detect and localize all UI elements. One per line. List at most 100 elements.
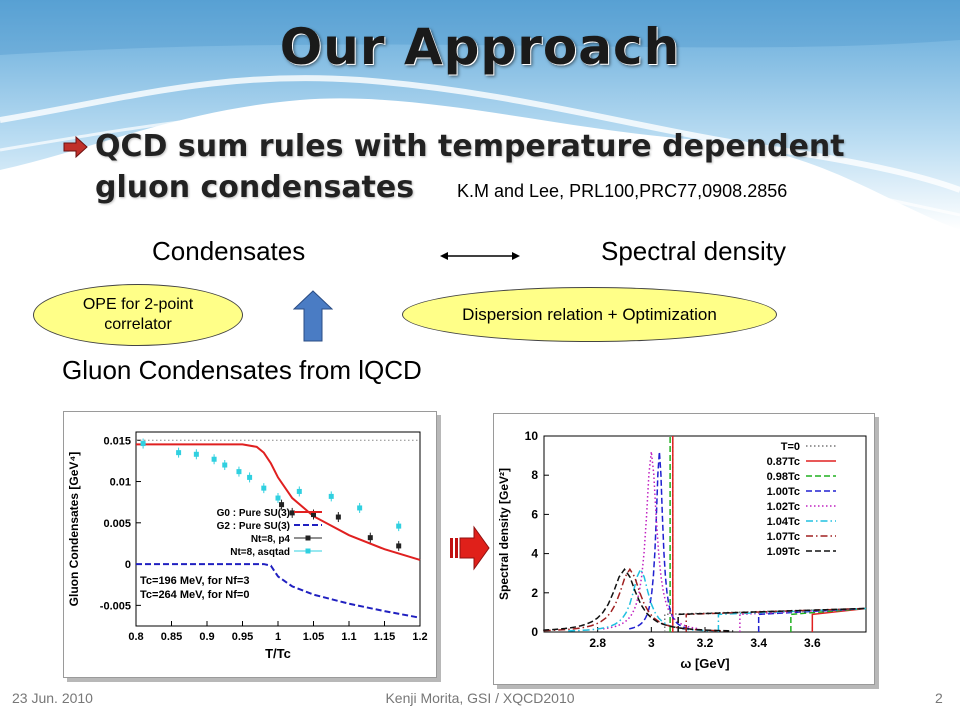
data-point — [176, 450, 182, 456]
y-tick-label: -0.005 — [100, 600, 131, 612]
plot-area — [543, 435, 867, 633]
legend-label: Nt=8, p4 — [251, 534, 291, 545]
x-tick-label: 1.05 — [303, 631, 324, 643]
data-point — [296, 488, 302, 494]
spectral-density-plot: 2.8 3 3.2 3.4 3.6 0 2 4 6 8 10 ω [GeV] Spectral dens… — [493, 413, 875, 685]
y-tick-label: 10 — [525, 429, 539, 443]
y-axis-label: Spectral density [GeV²] — [497, 468, 511, 600]
spectral-density-chart: 2.8 3 3.2 3.4 3.6 0 2 4 6 8 10 ω [GeV] Spectral dens… — [497, 429, 867, 671]
footer-author: Kenji Morita, GSI / XQCD2010 — [385, 690, 575, 706]
annotation: Tc=196 MeV, for Nf=3 — [140, 575, 249, 587]
ope-line-1: OPE for 2-point — [82, 296, 194, 313]
data-point — [289, 510, 295, 516]
legend-label: 1.00Tc — [767, 486, 800, 498]
x-tick-label: 0.9 — [199, 631, 214, 643]
x-tick-label: 1.2 — [412, 631, 427, 643]
data-point — [261, 485, 267, 491]
gluon-condensate-plot: 0.8 0.85 0.9 0.95 1 1.05 1.1 1.15 1.2 -0.005 0 0.00… — [63, 411, 437, 678]
y-tick-label: 2 — [531, 586, 538, 600]
x-tick-label: 3.2 — [697, 636, 714, 650]
legend-label: 1.07Tc — [767, 531, 800, 543]
legend-marker — [305, 535, 311, 541]
y-tick-label: 0.01 — [110, 477, 131, 489]
y-tick-label: 0 — [125, 559, 131, 571]
y-tick-label: 8 — [531, 468, 538, 482]
data-point — [211, 456, 217, 462]
legend-label: G2 : Pure SU(3) — [217, 521, 290, 532]
y-tick-label: 0.005 — [103, 518, 131, 530]
series-line-0 — [136, 443, 421, 561]
data-point — [140, 441, 146, 447]
legend-label: 0.98Tc — [767, 471, 800, 483]
legend-label: 0.87Tc — [767, 456, 800, 468]
x-tick-label: 1.1 — [341, 631, 356, 643]
bullet-arrow-icon — [63, 135, 88, 159]
series-peak-3 — [629, 451, 690, 630]
series-continuum-6 — [685, 607, 867, 632]
legend-label: 1.09Tc — [767, 546, 800, 558]
legend-marker — [305, 548, 311, 554]
footer-date: 23 Jun. 2010 — [12, 690, 93, 706]
x-tick-label: 1.15 — [374, 631, 395, 643]
data-point — [311, 512, 316, 518]
condensates-label: Condensates — [152, 236, 306, 266]
data-point — [367, 535, 373, 541]
dispersion-ellipse: Dispersion relation + Optimization — [402, 287, 777, 342]
series-peak-5 — [568, 567, 714, 632]
legend-label: 1.02Tc — [767, 501, 800, 513]
gluon-condensates-label: Gluon Condensates from lQCD — [62, 355, 422, 385]
series-peak-6 — [543, 567, 727, 632]
up-arrow-icon — [293, 290, 333, 342]
x-tick-label: 3.4 — [750, 636, 767, 650]
y-axis-label: Gluon Condensates [GeV⁴] — [67, 452, 81, 607]
series-continuum-2 — [790, 607, 867, 632]
red-arrow-icon — [450, 525, 490, 571]
x-tick-label: 2.8 — [589, 636, 606, 650]
dispersion-label: Dispersion relation + Optimization — [462, 304, 717, 324]
reference-text: K.M and Lee, PRL100,PRC77,0908.2856 — [455, 181, 790, 202]
data-point — [275, 495, 281, 501]
data-point — [396, 543, 402, 549]
x-axis-label: ω [GeV] — [680, 656, 729, 671]
series-continuum-3 — [757, 607, 867, 632]
ope-line-2: correlator — [104, 316, 172, 333]
series-peak-7 — [543, 567, 734, 632]
y-tick-label: 0 — [531, 625, 538, 639]
y-tick-label: 0.015 — [103, 435, 131, 447]
bullet-line-1: QCD sum rules with temperature dependent — [95, 129, 845, 164]
data-point — [279, 502, 285, 508]
annotation: Tc=264 MeV, for Nf=0 — [140, 589, 249, 601]
data-point — [396, 523, 402, 529]
slide-title: Our Approach — [279, 18, 681, 76]
spectral-density-label: Spectral density — [601, 236, 786, 266]
page-number: 2 — [935, 690, 943, 706]
ope-ellipse: OPE for 2-point correlator — [33, 284, 243, 346]
x-axis-label: T/Tc — [265, 646, 291, 661]
series-peak-4 — [602, 451, 700, 630]
x-tick-label: 0.85 — [161, 631, 182, 643]
legend-label: 1.04Tc — [767, 516, 800, 528]
legend-label: T=0 — [781, 441, 800, 453]
data-point — [335, 514, 341, 520]
y-tick-label: 6 — [531, 507, 538, 521]
data-point — [222, 462, 228, 468]
data-point — [328, 493, 334, 499]
y-tick-label: 4 — [531, 547, 538, 561]
gluon-condensate-chart: 0.8 0.85 0.9 0.95 1 1.05 1.1 1.15 1.2 -0.005 0 0.00… — [67, 431, 428, 661]
data-point — [193, 451, 199, 457]
x-tick-label: 0.8 — [128, 631, 143, 643]
data-point — [357, 505, 363, 511]
x-tick-label: 1 — [275, 631, 281, 643]
bullet-line-2: gluon condensates — [95, 170, 415, 205]
legend-label: G0 : Pure SU(3) — [217, 508, 290, 519]
x-tick-label: 0.95 — [232, 631, 253, 643]
series-line-1 — [136, 563, 421, 619]
data-point — [236, 469, 242, 475]
double-arrow-icon — [440, 252, 520, 260]
series-continuum-7 — [677, 607, 867, 632]
x-tick-label: 3.6 — [804, 636, 821, 650]
bullet-text: QCD sum rules with temperature dependent… — [95, 126, 925, 208]
data-point — [247, 474, 253, 480]
x-tick-label: 3 — [648, 636, 655, 650]
legend-label: Nt=8, asqtad — [230, 547, 290, 558]
